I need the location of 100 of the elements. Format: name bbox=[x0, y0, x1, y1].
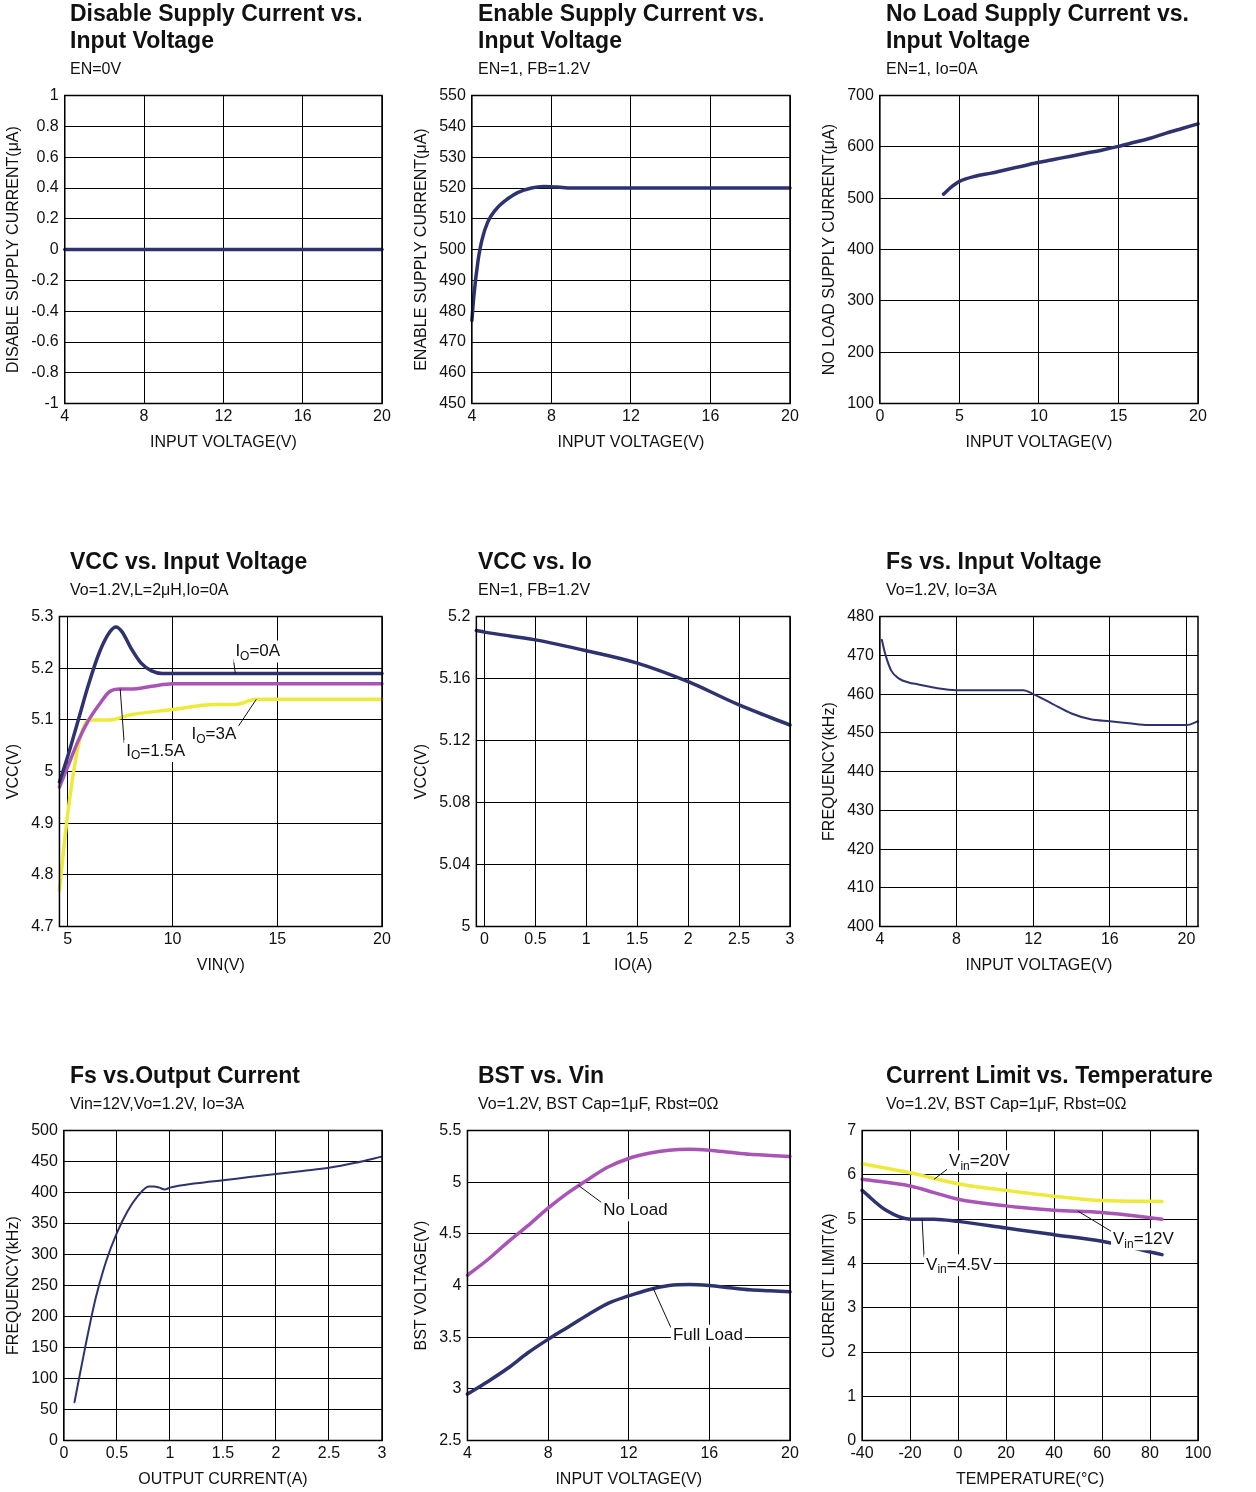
x-axis-title: INPUT VOLTAGE(V) bbox=[965, 955, 1113, 973]
x-tick-label: 8 bbox=[546, 406, 556, 424]
x-tick-label: -20 bbox=[898, 1443, 922, 1461]
line-series bbox=[465, 1147, 792, 1278]
y-tick-label: 470 bbox=[439, 332, 466, 350]
chart-title: VCC vs. Input Voltage bbox=[70, 548, 309, 575]
y-axis-title: CURRENT LIMIT(A) bbox=[820, 1213, 838, 1358]
y-tick-label: 100 bbox=[847, 394, 874, 412]
x-tick-label: 40 bbox=[1045, 1443, 1064, 1461]
y-tick-label: 480 bbox=[439, 301, 466, 319]
y-tick-label: 0.8 bbox=[36, 116, 59, 134]
x-axis-title: INPUT VOLTAGE(V) bbox=[150, 432, 297, 450]
y-tick-label: 400 bbox=[847, 240, 874, 258]
x-tick-label: 1 bbox=[165, 1443, 175, 1461]
line-series bbox=[57, 697, 384, 893]
y-tick-label: 500 bbox=[439, 240, 466, 258]
x-tick-label: 2.5 bbox=[317, 1443, 341, 1461]
x-tick-label: 20 bbox=[997, 1443, 1016, 1461]
x-tick-label: 20 bbox=[1177, 929, 1196, 947]
y-tick-label: 440 bbox=[847, 762, 874, 780]
x-axis-title: INPUT VOLTAGE(V) bbox=[965, 432, 1113, 450]
x-tick-label: 8 bbox=[543, 1443, 553, 1461]
y-tick-label: 2.5 bbox=[439, 1431, 462, 1449]
chart-subtitle: Vin=12V,Vo=1.2V, Io=3A bbox=[70, 1095, 246, 1113]
x-tick-label: 10 bbox=[1030, 406, 1048, 424]
x-axis-title: IO(A) bbox=[614, 955, 653, 973]
chart-title: Fs vs.Output Current bbox=[70, 1062, 301, 1089]
chart-title: VCC vs. Io bbox=[478, 548, 593, 575]
y-tick-label: 0.2 bbox=[36, 209, 59, 227]
y-tick-label: 0 bbox=[48, 1431, 58, 1449]
y-axis-title: FREQUENCY(kHz) bbox=[4, 1216, 22, 1355]
y-tick-label: 250 bbox=[31, 1276, 58, 1294]
x-tick-label: 0 bbox=[480, 929, 490, 947]
line-series bbox=[470, 184, 792, 323]
y-tick-label: 350 bbox=[31, 1214, 58, 1232]
y-tick-label: 510 bbox=[439, 209, 466, 227]
x-tick-label: 4 bbox=[875, 929, 885, 947]
y-tick-label: 470 bbox=[847, 645, 874, 663]
y-axis-title: DISABLE SUPPLY CURRENT(μA) bbox=[4, 126, 22, 374]
y-tick-label: 5.5 bbox=[439, 1121, 462, 1139]
y-tick-label: 520 bbox=[439, 178, 466, 196]
y-tick-label: 5.3 bbox=[31, 607, 54, 625]
y-tick-label: 5.08 bbox=[439, 793, 471, 811]
y-tick-label: 150 bbox=[31, 1338, 58, 1356]
y-axis-title: BST VOLTAGE(V) bbox=[412, 1220, 430, 1351]
x-tick-label: 16 bbox=[293, 406, 312, 424]
y-tick-label: 450 bbox=[31, 1152, 58, 1170]
y-tick-label: 5 bbox=[44, 762, 54, 780]
x-tick-label: 1.5 bbox=[211, 1443, 235, 1461]
y-tick-label: 5 bbox=[452, 1172, 462, 1190]
chart-subtitle: EN=0V bbox=[70, 60, 123, 78]
y-tick-label: 4.5 bbox=[439, 1224, 462, 1242]
y-tick-label: 500 bbox=[847, 188, 874, 206]
chart-subtitle: EN=1, FB=1.2V bbox=[478, 581, 592, 599]
line-series bbox=[57, 682, 384, 789]
y-axis-title: VCC(V) bbox=[4, 744, 22, 800]
y-tick-label: 3 bbox=[847, 1298, 857, 1316]
x-tick-label: 12 bbox=[1024, 929, 1043, 947]
x-tick-label: 16 bbox=[701, 406, 720, 424]
x-axis-title: VIN(V) bbox=[196, 955, 245, 973]
y-tick-label: 5.16 bbox=[439, 669, 471, 687]
y-tick-label: 3.5 bbox=[439, 1327, 462, 1345]
x-tick-label: 3 bbox=[377, 1443, 387, 1461]
y-tick-label: -0.8 bbox=[31, 363, 59, 381]
x-tick-label: 5 bbox=[954, 406, 964, 424]
y-tick-label: 420 bbox=[847, 839, 874, 857]
y-tick-label: 400 bbox=[847, 917, 874, 935]
line-series bbox=[73, 1155, 383, 1404]
x-tick-label: 2.5 bbox=[727, 929, 751, 947]
y-tick-label: 50 bbox=[40, 1400, 58, 1418]
y-tick-label: 4 bbox=[452, 1276, 462, 1294]
y-tick-label: 2 bbox=[847, 1342, 857, 1360]
y-tick-label: 4 bbox=[847, 1253, 857, 1271]
y-tick-label: 480 bbox=[847, 607, 874, 625]
y-tick-label: 400 bbox=[31, 1183, 58, 1201]
y-tick-label: 5.1 bbox=[31, 710, 54, 728]
y-tick-label: 500 bbox=[31, 1121, 58, 1139]
y-tick-label: 5 bbox=[461, 917, 471, 935]
x-tick-label: 80 bbox=[1141, 1443, 1160, 1461]
x-tick-label: 12 bbox=[619, 1443, 638, 1461]
y-tick-label: 6 bbox=[847, 1165, 857, 1183]
chart-subtitle: EN=1, FB=1.2V bbox=[478, 60, 592, 78]
y-tick-label: 4.8 bbox=[31, 865, 54, 883]
y-tick-label: 530 bbox=[439, 147, 466, 165]
y-tick-label: 1 bbox=[847, 1386, 857, 1404]
chart-subtitle: Vo=1.2V,L=2μH,Io=0A bbox=[70, 581, 230, 599]
y-tick-label: 300 bbox=[847, 291, 874, 309]
x-tick-label: 1.5 bbox=[626, 929, 649, 947]
x-tick-label: 8 bbox=[139, 406, 149, 424]
y-tick-label: -0.2 bbox=[31, 270, 59, 288]
y-tick-label: 100 bbox=[31, 1369, 58, 1387]
x-axis-title: TEMPERATURE(°C) bbox=[955, 1469, 1105, 1487]
chart-subtitle: EN=1, Io=0A bbox=[886, 60, 979, 78]
x-tick-label: 20 bbox=[373, 406, 391, 424]
y-tick-label: 5.2 bbox=[448, 607, 471, 625]
annotation: No Load bbox=[603, 1200, 668, 1220]
y-tick-label: 700 bbox=[847, 86, 874, 104]
chart-title: Disable Supply Current vs. Input Voltage bbox=[70, 0, 364, 54]
x-tick-label: 0.5 bbox=[105, 1443, 129, 1461]
x-tick-label: 4 bbox=[60, 406, 70, 424]
